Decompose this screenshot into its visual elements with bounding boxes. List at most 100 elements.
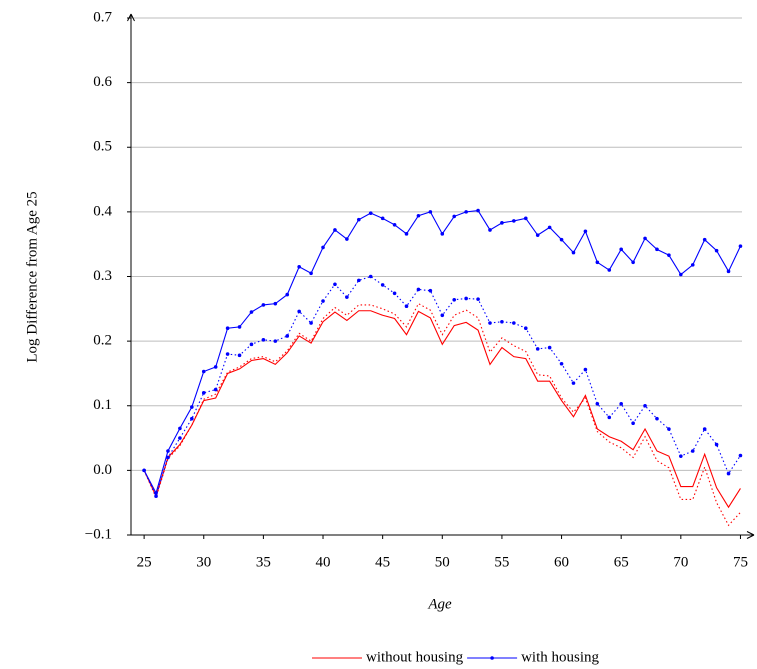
- point: [679, 272, 683, 277]
- point: [559, 237, 564, 242]
- point: [190, 405, 194, 409]
- point: [190, 416, 194, 421]
- x-axis-arrow: [746, 531, 755, 539]
- point: [261, 338, 266, 342]
- point: [643, 236, 647, 241]
- point: [643, 403, 647, 408]
- point: [213, 387, 218, 392]
- point: [488, 228, 492, 232]
- point: [154, 494, 158, 499]
- point: [619, 402, 623, 406]
- point: [166, 449, 170, 453]
- y-tick-label: 0.1: [93, 397, 112, 413]
- point: [464, 210, 468, 214]
- point: [512, 219, 516, 223]
- point: [166, 455, 170, 460]
- point: [345, 295, 349, 299]
- point: [452, 297, 457, 302]
- point: [738, 453, 743, 458]
- point: [321, 299, 325, 303]
- point: [559, 361, 564, 366]
- point: [142, 468, 146, 473]
- point: [607, 268, 612, 272]
- point: [464, 296, 468, 301]
- x-tick-label: 30: [196, 554, 211, 570]
- x-tick-label: 75: [733, 554, 748, 570]
- y-tick-label: 0.3: [93, 268, 112, 284]
- point: [428, 288, 433, 293]
- point: [595, 402, 600, 406]
- point: [249, 342, 254, 347]
- legend-label: with housing: [521, 649, 599, 665]
- point: [368, 211, 373, 215]
- y-tick-label: 0.2: [93, 333, 112, 349]
- point: [440, 232, 445, 236]
- point: [273, 301, 278, 306]
- point: [619, 247, 623, 252]
- series-line: [143, 275, 741, 498]
- x-tick-label: 55: [494, 554, 509, 570]
- point: [667, 427, 671, 431]
- point: [535, 233, 540, 237]
- point: [345, 237, 349, 241]
- point: [213, 365, 218, 369]
- x-axis-title: Age: [427, 596, 452, 612]
- point: [583, 229, 588, 234]
- point: [261, 303, 266, 307]
- point: [178, 426, 182, 431]
- x-tick-label: 45: [375, 554, 390, 570]
- point: [178, 436, 182, 440]
- point: [404, 232, 409, 236]
- point: [547, 345, 552, 350]
- point: [285, 292, 290, 297]
- point: [452, 214, 457, 219]
- point: [249, 310, 254, 314]
- point: [333, 228, 337, 232]
- y-tick-label: −0.1: [85, 526, 112, 542]
- legend-label: without housing: [366, 649, 464, 665]
- point: [726, 269, 731, 274]
- point: [357, 217, 361, 222]
- point: [631, 260, 635, 265]
- x-tick-label: 70: [673, 554, 688, 570]
- point: [225, 352, 230, 356]
- point: [631, 421, 635, 425]
- point: [321, 245, 325, 250]
- y-tick-label: 0.4: [93, 203, 112, 219]
- point: [333, 282, 337, 287]
- point: [428, 210, 433, 214]
- point: [357, 278, 361, 283]
- x-tick-label: 65: [614, 554, 629, 570]
- point: [380, 283, 385, 287]
- point: [476, 208, 480, 213]
- point: [512, 321, 516, 325]
- point: [404, 304, 409, 309]
- point: [476, 297, 480, 301]
- point: [523, 326, 528, 331]
- y-tick-label: 0.6: [93, 74, 112, 90]
- point: [440, 313, 445, 318]
- point: [738, 244, 743, 248]
- y-tick-label: 0.5: [93, 139, 112, 155]
- series-line: [143, 209, 741, 495]
- legend-marker: [490, 656, 494, 660]
- point: [297, 265, 301, 269]
- point: [309, 321, 313, 325]
- point: [285, 334, 290, 338]
- point: [655, 416, 659, 421]
- point: [690, 263, 695, 267]
- point: [726, 471, 731, 476]
- point: [583, 367, 588, 372]
- x-tick-label: 60: [554, 554, 569, 570]
- point: [309, 271, 313, 276]
- point: [655, 247, 659, 252]
- point: [667, 253, 671, 257]
- point: [380, 216, 385, 221]
- point: [237, 353, 242, 358]
- series-line: [143, 302, 741, 527]
- point: [714, 442, 719, 447]
- x-tick-label: 40: [316, 554, 331, 570]
- x-tick-label: 35: [256, 554, 271, 570]
